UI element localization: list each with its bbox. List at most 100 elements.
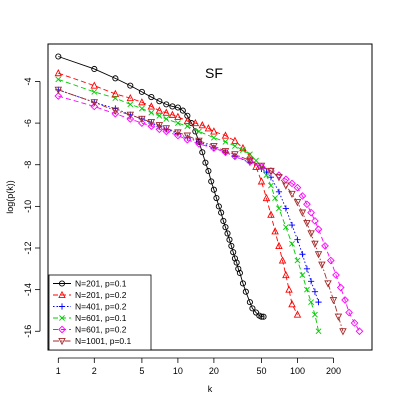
series-line: [58, 89, 344, 332]
data-point: [155, 122, 164, 130]
data-point: [294, 257, 301, 264]
y-axis: -16 -14 -12 -10 -8 -6 -4: [23, 77, 41, 338]
data-point: [198, 121, 207, 129]
y-tick-label: -14: [23, 283, 33, 296]
data-point: [231, 136, 239, 144]
y-tick-label: -12: [23, 241, 33, 254]
data-point: [315, 299, 322, 306]
data-point: [138, 115, 146, 124]
data-point: [258, 313, 265, 320]
data-point: [90, 102, 99, 111]
data-point: [183, 135, 192, 144]
data-point: [126, 115, 135, 123]
data-point: [147, 119, 156, 127]
data-point: [293, 199, 302, 207]
data-point: [289, 240, 295, 247]
data-point: [303, 265, 311, 272]
y-tick-label: -6: [23, 119, 33, 127]
data-point: [311, 240, 319, 249]
data-point: [307, 208, 315, 217]
data-point: [339, 328, 347, 336]
y-tick-label: -16: [23, 325, 33, 338]
data-point: [293, 310, 302, 318]
data-point: [162, 127, 171, 136]
data-point: [233, 259, 240, 266]
data-point: [276, 205, 282, 212]
data-point: [191, 118, 200, 127]
data-point: [222, 138, 229, 145]
data-point: [126, 93, 135, 102]
data-point: [282, 224, 289, 231]
data-point: [183, 116, 192, 125]
data-point: [267, 210, 275, 218]
data-point: [138, 105, 145, 112]
legend: N=201, p=0.1N=201, p=0.2N=401, p=0.2N=60…: [48, 274, 152, 351]
data-point: [252, 309, 260, 316]
data-point: [156, 98, 163, 105]
data-point: [239, 280, 246, 287]
x-axis-label: k: [208, 384, 213, 394]
data-point: [299, 272, 306, 278]
data-point: [228, 242, 235, 249]
legend-marker: [58, 280, 66, 287]
data-point: [127, 101, 134, 108]
data-point: [304, 286, 310, 293]
data-point: [111, 107, 120, 115]
data-point: [169, 103, 176, 110]
x-tick-label: 50: [256, 366, 266, 376]
data-point: [192, 128, 199, 135]
data-point: [54, 68, 63, 77]
legend-marker: [58, 325, 66, 334]
data-point: [275, 174, 283, 182]
data-point: [314, 251, 323, 259]
data-point: [299, 251, 306, 258]
legend-item: N=201, p=0.1: [53, 279, 127, 289]
data-point: [262, 193, 271, 202]
data-point: [54, 92, 63, 100]
data-point: [232, 143, 238, 149]
data-point: [195, 137, 203, 145]
data-point: [90, 81, 99, 89]
data-point: [278, 256, 287, 264]
x-tick-label: 5: [139, 366, 144, 376]
data-point: [179, 107, 186, 114]
data-point: [298, 209, 307, 217]
data-point: [260, 313, 267, 320]
data-point: [268, 182, 274, 189]
data-point: [355, 327, 364, 336]
data-point: [226, 236, 233, 243]
data-point: [204, 124, 213, 132]
legend-label: N=201, p=0.2: [75, 290, 127, 300]
y-tick-label: -10: [23, 200, 33, 213]
y-axis-label: log(p(k)): [5, 180, 15, 214]
data-point: [282, 205, 289, 212]
legend-label: N=601, p=0.1: [75, 313, 127, 323]
data-point: [315, 328, 322, 335]
data-point: [210, 186, 217, 193]
legend-marker: [58, 290, 66, 299]
data-point: [293, 183, 302, 192]
legend-marker: [58, 337, 66, 346]
data-point: [240, 147, 246, 154]
data-point: [138, 98, 146, 106]
data-point: [318, 261, 326, 269]
data-point: [111, 109, 120, 118]
data-point: [162, 108, 171, 116]
data-point: [91, 88, 98, 95]
data-point: [345, 308, 353, 317]
data-point: [230, 249, 237, 256]
data-point: [213, 194, 220, 202]
data-point: [249, 305, 256, 312]
data-point: [294, 236, 301, 243]
data-point: [138, 119, 146, 127]
data-point: [334, 313, 343, 321]
x-tick-label: 10: [173, 366, 183, 376]
data-point: [174, 131, 182, 140]
x-tick-label: 2: [92, 366, 97, 376]
data-point: [288, 300, 296, 308]
data-point: [282, 182, 290, 190]
data-point: [138, 88, 145, 95]
data-point: [54, 86, 63, 94]
data-point: [112, 75, 119, 82]
data-point: [112, 95, 119, 102]
